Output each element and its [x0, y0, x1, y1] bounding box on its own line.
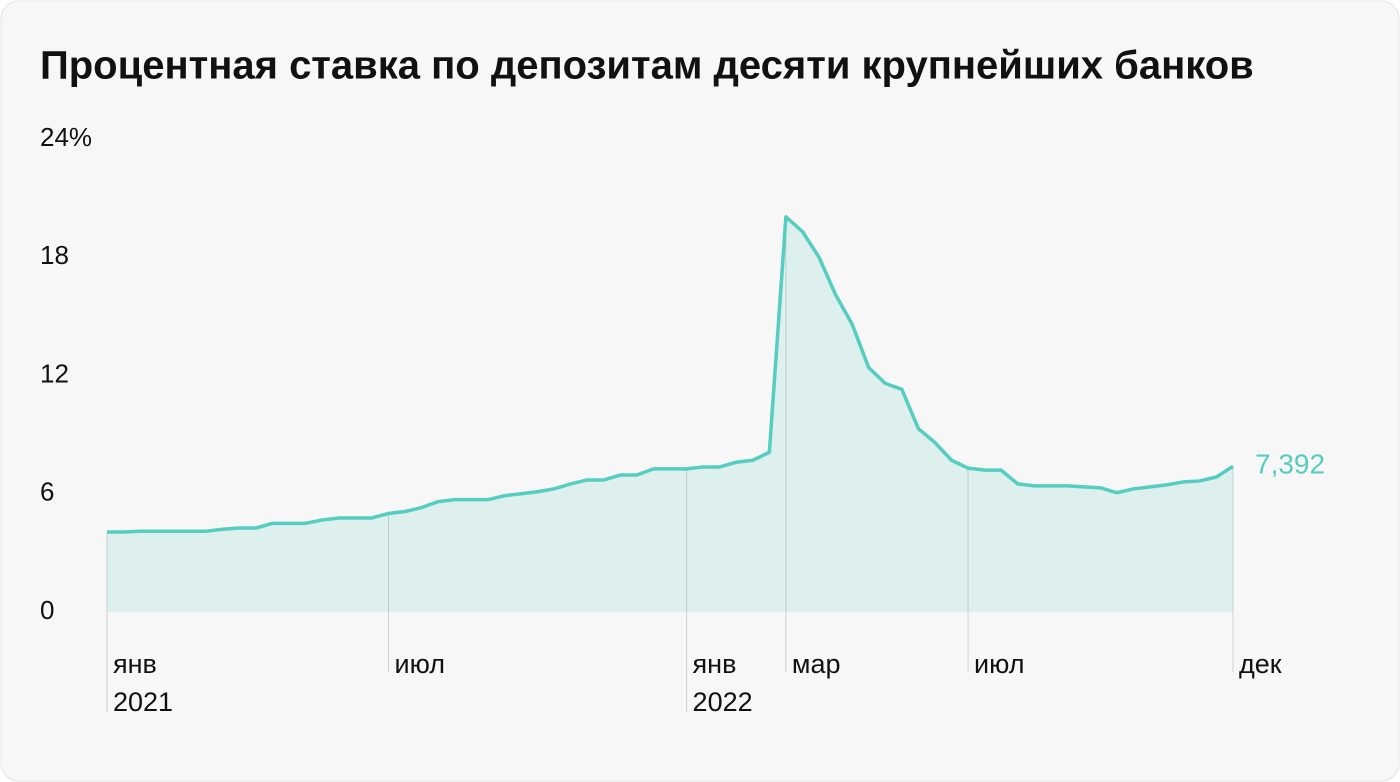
line [107, 215, 1234, 534]
area [107, 216, 1233, 613]
chart-title: Процентная ставка по депозитам десяти кр… [40, 44, 1254, 88]
x-tick-label: июл [394, 649, 446, 679]
value-label: 7,392 [1255, 449, 1325, 480]
y-tick-label: 6 [40, 477, 54, 507]
x-tick-label: янв 2021 [113, 649, 174, 717]
y-tick-label: 18 [40, 240, 69, 270]
y-tick-label: 0 [40, 595, 54, 625]
y-tick-label: 12 [40, 358, 69, 388]
x-tick-label: янв 2022 [692, 649, 753, 717]
y-tick-label: 24% [40, 122, 92, 152]
x-tick-label: дек [1239, 649, 1282, 679]
x-tick-label: мар [791, 649, 841, 679]
x-tick-label: июл [974, 649, 1025, 679]
